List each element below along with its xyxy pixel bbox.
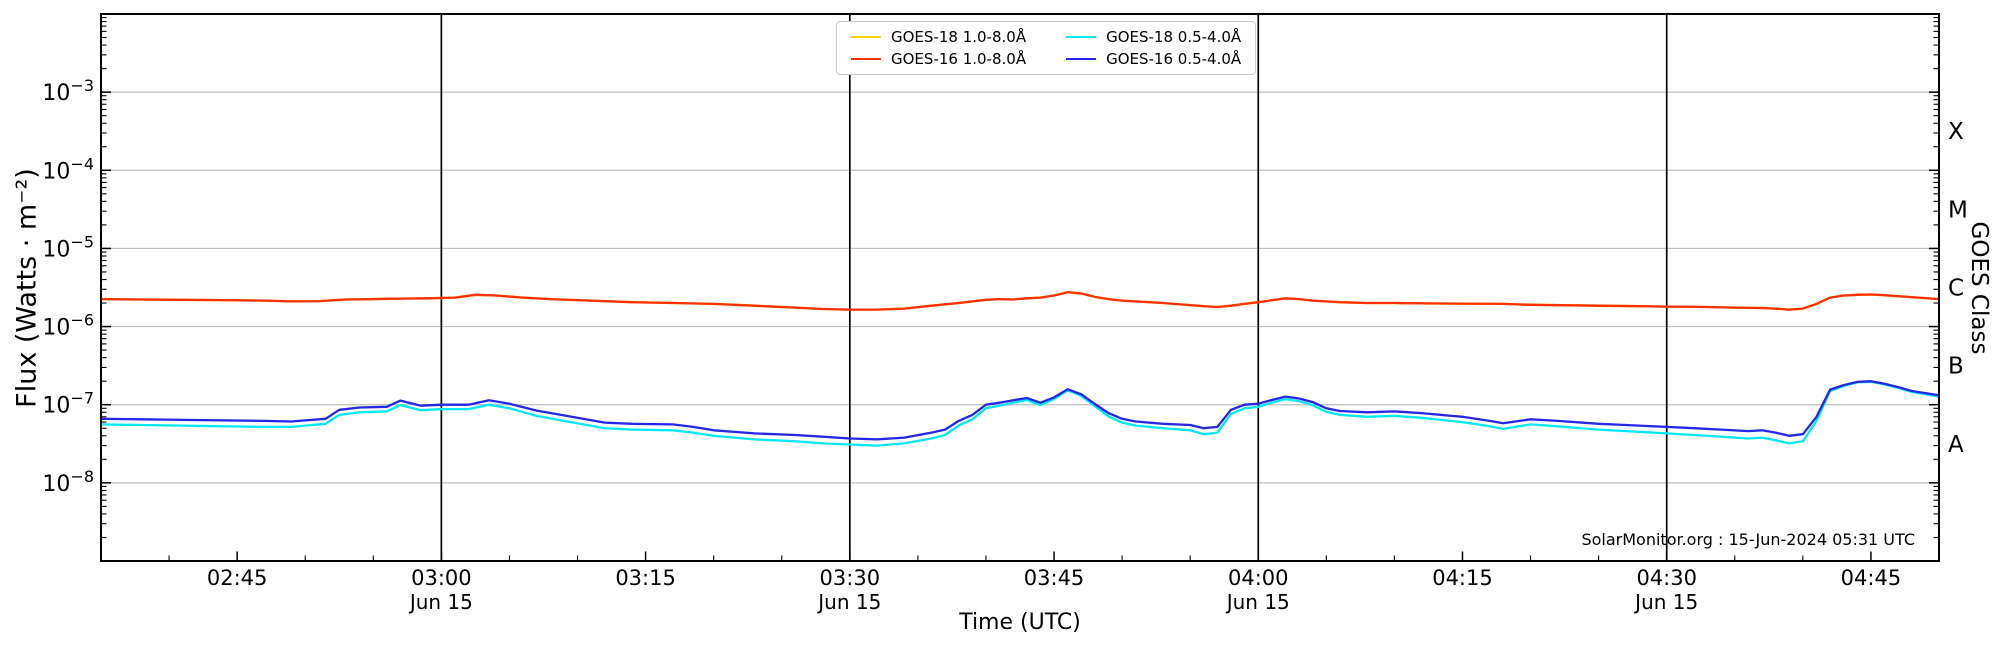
goes-class-label-b: B <box>1948 354 1964 380</box>
x-date-sublabel: Jun 15 <box>408 590 473 614</box>
legend-item-goes18-short: GOES-18 0.5-4.0Å <box>1066 28 1241 46</box>
legend-item-goes18-long: GOES-18 1.0-8.0Å <box>851 28 1026 46</box>
x-axis-label: Time (UTC) <box>959 610 1081 635</box>
y-tick-label: 10−4 <box>42 154 94 184</box>
x-tick-label: 04:45 <box>1841 566 1902 590</box>
legend-line-swatch-goes18-short <box>1066 35 1097 39</box>
x-tick-label: 03:30 <box>820 566 881 590</box>
y-axis-label-right: GOES Class <box>1966 221 1992 355</box>
series-line-goes16-long <box>99 291 1941 311</box>
legend-label-goes18-short: GOES-18 0.5-4.0Å <box>1106 28 1242 46</box>
x-tick-label: 03:00 <box>411 566 472 590</box>
legend-line-swatch-goes16-short <box>1066 57 1097 61</box>
legend-label-goes16-short: GOES-16 0.5-4.0Å <box>1106 50 1242 68</box>
legend-item-goes16-short: GOES-16 0.5-4.0Å <box>1066 50 1241 68</box>
legend-line-swatch-goes16-long <box>851 57 881 61</box>
x-date-sublabel: Jun 15 <box>816 590 881 614</box>
y-tick-label: 10−7 <box>42 389 94 419</box>
x-tick-label: 02:45 <box>207 566 268 590</box>
legend-item-goes16-long: GOES-16 1.0-8.0Å <box>851 50 1026 68</box>
y-tick-label: 10−6 <box>42 311 94 341</box>
goes-class-label-c: C <box>1948 276 1964 302</box>
legend-label-goes16-long: GOES-16 1.0-8.0Å <box>891 50 1027 68</box>
x-tick-label: 03:45 <box>1024 566 1085 590</box>
x-tick-label: 04:00 <box>1228 566 1289 590</box>
series-line-goes16-short <box>99 380 1941 441</box>
y-axis-label-left: Flux (Watts · m⁻²) <box>11 168 43 408</box>
legend-label-goes18-long: GOES-18 1.0-8.0Å <box>891 28 1027 46</box>
y-tick-label: 10−8 <box>42 467 94 497</box>
series-line-goes18-short <box>99 380 1941 447</box>
x-tick-label: 04:15 <box>1432 566 1493 590</box>
x-tick-label: 03:15 <box>615 566 676 590</box>
watermark-text: SolarMonitor.org : 15-Jun-2024 05:31 UTC <box>1581 530 1915 549</box>
y-tick-label: 10−3 <box>42 76 94 106</box>
legend: GOES-18 1.0-8.0Å GOES-16 1.0-8.0Å GOES-1… <box>836 21 1257 75</box>
x-date-sublabel: Jun 15 <box>1633 590 1698 614</box>
goes-class-label-x: X <box>1948 119 1964 145</box>
legend-line-swatch-goes18-long <box>851 35 881 39</box>
x-date-sublabel: Jun 15 <box>1225 590 1290 614</box>
goes-class-label-a: A <box>1948 432 1964 458</box>
axes-frame <box>100 13 1940 562</box>
y-tick-label: 10−5 <box>42 232 94 262</box>
goes-class-label-m: M <box>1948 197 1968 223</box>
x-tick-label: 04:30 <box>1636 566 1697 590</box>
